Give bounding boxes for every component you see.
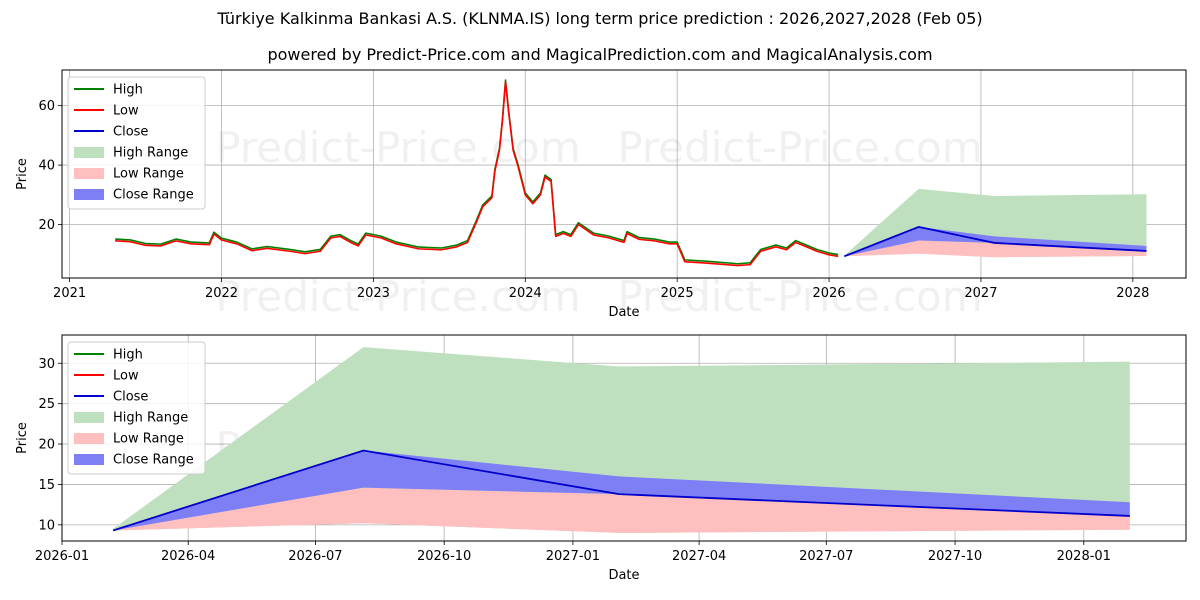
panel2-y-tick-label: 30 (38, 357, 55, 372)
panel1-x-tick-label: 2028 (1116, 286, 1149, 301)
panel1-y-tick-label: 20 (38, 218, 55, 233)
panel2-x-tick-label: 2026-01 (35, 549, 89, 564)
panel1-x-tick-label: 2021 (53, 286, 86, 301)
panel1-x-tick-label: 2024 (509, 286, 542, 301)
panel2-x-tick-label: 2028-01 (1057, 549, 1111, 564)
panel2-legend-label: High (113, 348, 143, 363)
panel2-legend-swatch (74, 433, 104, 444)
panel1-y-axis-label: Price (15, 158, 30, 190)
panel1-x-tick-label: 2026 (813, 286, 846, 301)
panel2-y-tick-label: 20 (38, 438, 55, 453)
panel1-x-tick-label: 2022 (205, 286, 238, 301)
panel2-y-tick-label: 10 (38, 518, 55, 533)
panel2-x-tick-label: 2027-07 (799, 549, 853, 564)
panel2-close-line (112, 449, 1130, 532)
panel2-legend-swatch (74, 454, 104, 465)
chart-title: Türkiye Kalkinma Bankasi A.S. (KLNMA.IS)… (217, 9, 983, 28)
panel1-watermark: Predict-Price.com (617, 123, 982, 172)
panel2-legend-label: Close (113, 390, 148, 405)
panel1-legend-label: High (113, 83, 143, 98)
panel1-close-range-area (844, 226, 1147, 257)
panel1-low-line (115, 81, 839, 267)
panel1-y-tick-label: 60 (38, 99, 55, 114)
panel2-legend-label: High Range (113, 411, 188, 426)
panel1-legend-swatch (74, 189, 104, 200)
panel2-close-range-area (113, 450, 1130, 531)
panel2-x-tick-label: 2027-01 (546, 549, 600, 564)
panel1-y-tick-label: 40 (38, 159, 55, 174)
panel1-close-line (843, 225, 1147, 258)
panel2-legend-label: Low Range (113, 432, 184, 447)
panel2-x-tick-label: 2027-10 (928, 549, 982, 564)
panel2-legend-label: Low (113, 369, 139, 384)
panel1-x-tick-label: 2025 (661, 286, 694, 301)
panel2-low-range-area (113, 487, 1130, 533)
panel1-legend-label: Low (113, 104, 139, 119)
panel1-high-line (115, 79, 839, 265)
panel2-x-tick-label: 2026-04 (161, 549, 215, 564)
panel1-legend-label: Low Range (113, 167, 184, 182)
panel2-x-tick-label: 2027-04 (672, 549, 726, 564)
panel2-y-tick-label: 25 (38, 397, 55, 412)
panel1-x-tick-label: 2023 (357, 286, 390, 301)
panel2-x-tick-label: 2026-10 (417, 549, 471, 564)
panel1-watermark: Predict-Price.com (215, 123, 580, 172)
panel2-legend-swatch (74, 412, 104, 423)
panel1-legend-swatch (74, 168, 104, 179)
panel2-y-tick-label: 15 (38, 478, 55, 493)
panel1-x-axis-label: Date (608, 305, 639, 320)
panel2-axes-frame (61, 334, 1187, 542)
panel1-legend-label: High Range (113, 146, 188, 161)
panel2-x-axis-label: Date (608, 568, 639, 583)
panel2-legend-label: Close Range (113, 453, 194, 468)
panel1-watermark: Predict-Price.com (215, 272, 580, 321)
panel2-x-tick-label: 2026-07 (288, 549, 342, 564)
panel1-low-range-area (844, 240, 1147, 258)
panel1-watermark: Predict-Price.com (617, 272, 982, 321)
panel1-axes-frame (61, 69, 1187, 279)
panel1-x-tick-label: 2027 (964, 286, 997, 301)
panel1-legend-label: Close (113, 125, 148, 140)
panel1-legend-label: Close Range (113, 188, 194, 203)
chart-subtitle: powered by Predict-Price.com and Magical… (267, 45, 933, 64)
panel1-legend-swatch (74, 147, 104, 158)
panel2-y-axis-label: Price (15, 422, 30, 454)
